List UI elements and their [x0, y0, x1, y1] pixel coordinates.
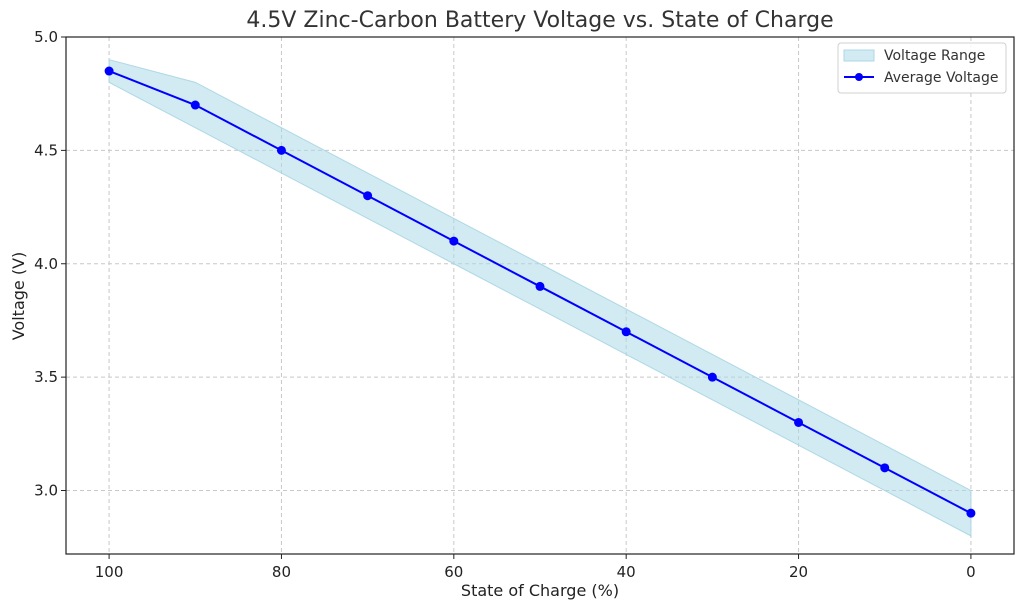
x-axis-label: State of Charge (%)	[461, 581, 619, 600]
x-tick-label: 100	[95, 563, 124, 581]
average-voltage-point	[966, 508, 976, 518]
chart-title: 4.5V Zinc-Carbon Battery Voltage vs. Sta…	[246, 8, 833, 33]
average-voltage-point	[190, 100, 200, 110]
average-voltage-point	[449, 236, 459, 246]
average-voltage-point	[621, 327, 631, 337]
average-voltage-point	[880, 463, 890, 473]
y-axis: 3.0 3.5 4.0 4.5 5.0	[34, 28, 66, 500]
average-voltage-point	[276, 145, 286, 155]
legend-swatch-voltage-range	[843, 49, 875, 62]
average-voltage-point	[707, 372, 717, 382]
legend: Voltage Range Average Voltage	[837, 42, 1007, 94]
x-axis: 100 80 60 40 20 0	[95, 554, 976, 581]
y-tick-label: 5.0	[34, 28, 58, 46]
voltage-range-band	[108, 59, 972, 537]
average-voltage-series	[104, 66, 976, 518]
plot-frame	[65, 36, 1015, 555]
x-tick-label: 40	[617, 563, 636, 581]
x-tick-label: 0	[966, 563, 976, 581]
legend-box	[837, 42, 1007, 94]
grid	[66, 36, 1014, 554]
average-voltage-point	[363, 191, 373, 201]
average-voltage-point	[794, 417, 804, 427]
x-tick-label: 60	[444, 563, 463, 581]
x-tick-label: 80	[272, 563, 291, 581]
y-tick-label: 3.0	[34, 482, 58, 500]
x-tick-label: 20	[789, 563, 808, 581]
y-axis-label: Voltage (V)	[9, 252, 28, 341]
y-tick-label: 3.5	[34, 368, 58, 386]
average-voltage-point	[104, 66, 114, 76]
y-tick-label: 4.0	[34, 255, 58, 273]
y-tick-label: 4.5	[34, 141, 58, 159]
average-voltage-point	[535, 281, 545, 291]
legend-label-average-voltage: Average Voltage	[884, 70, 998, 86]
legend-marker-average-voltage	[855, 73, 863, 81]
legend-label-voltage-range: Voltage Range	[884, 48, 985, 64]
voltage-range-area	[108, 59, 972, 537]
